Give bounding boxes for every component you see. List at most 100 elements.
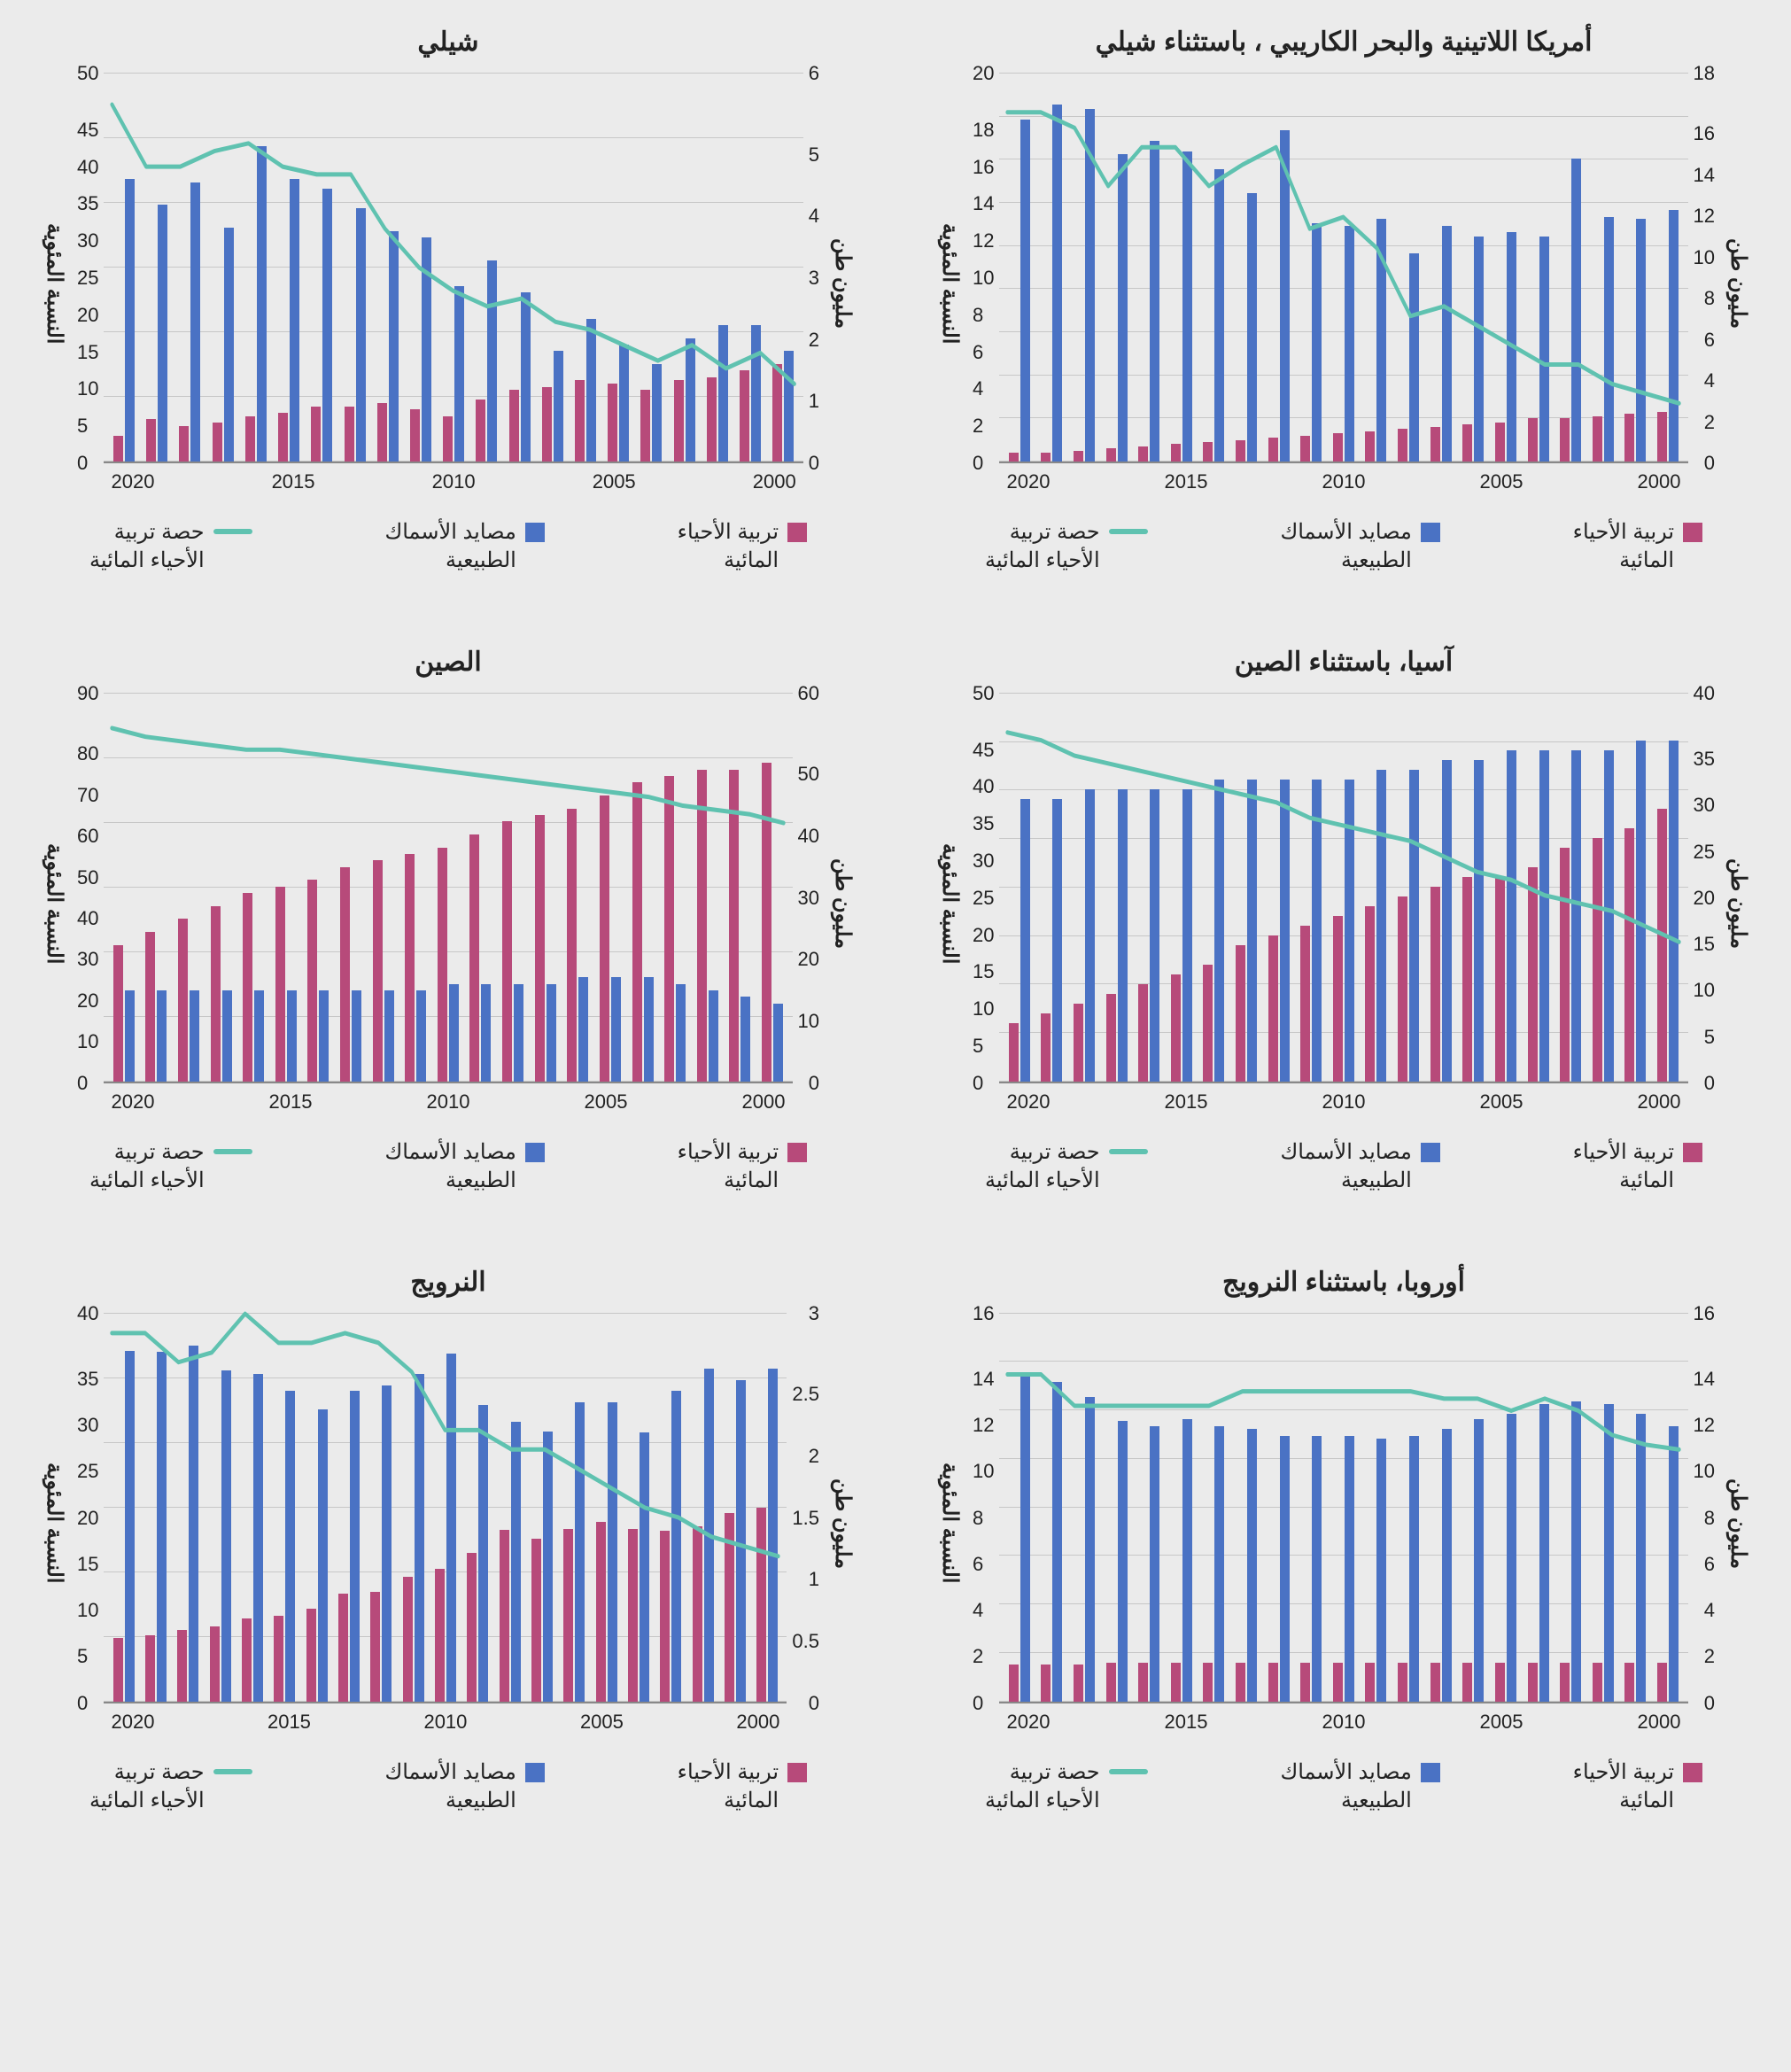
tick-label: 25: [1694, 842, 1715, 862]
legend-label: حصة تربيةالأحياء المائية: [89, 1758, 205, 1816]
tick-label: 1: [792, 1570, 819, 1589]
tick-label: 15: [973, 962, 994, 982]
tick-label: 2020: [1006, 470, 1050, 493]
square-swatch-icon: [1683, 1143, 1702, 1162]
tick-label: 2010: [432, 470, 476, 493]
tick-label: 0.5: [792, 1632, 819, 1651]
tick-label: 50: [798, 764, 819, 784]
tick-label: 1.5: [792, 1509, 819, 1528]
tick-label: 2000: [1638, 470, 1681, 493]
tick-label: 8: [973, 306, 994, 325]
charts-grid: أمريكا اللاتينية والبحر الكاريبي ، باستث…: [35, 27, 1756, 1815]
tick-label: 14: [1694, 166, 1715, 185]
tick-label: 25: [77, 268, 98, 288]
plot-area: [999, 74, 1687, 463]
tick-label: 10: [1694, 981, 1715, 1000]
tick-label: 2010: [1322, 470, 1366, 493]
tick-label: 2005: [1480, 1090, 1524, 1114]
legend-label: مصايد الأسماكالطبيعية: [1280, 1138, 1411, 1196]
tick-label: 12: [1694, 206, 1715, 226]
tick-label: 10: [973, 268, 994, 288]
x-ticks: 20202015201020052000: [999, 463, 1687, 493]
tick-label: 2000: [1638, 1090, 1681, 1114]
chart-title: النرويج: [36, 1267, 860, 1298]
tick-label: 6: [1694, 330, 1715, 350]
tick-label: 2010: [1322, 1711, 1366, 1734]
chart-panel-china: الصينالنسبة المئوية908070605040302010020…: [36, 647, 860, 1196]
tick-label: 60: [798, 684, 819, 703]
tick-label: 35: [77, 1370, 98, 1389]
plot-area: [104, 1314, 787, 1703]
tick-label: 20: [973, 64, 994, 83]
chart-row: النسبة المئوية20181614121086420202020152…: [932, 74, 1756, 493]
legend-label: تربية الأحياءالمائية: [678, 1758, 779, 1816]
tick-label: 0: [809, 454, 819, 473]
tick-label: 4: [809, 206, 819, 226]
chart-panel-lac-ex-chile: أمريكا اللاتينية والبحر الكاريبي ، باستث…: [932, 27, 1756, 576]
tick-label: 12: [1694, 1416, 1715, 1435]
tick-label: 6: [809, 64, 819, 83]
tick-label: 0: [1694, 1074, 1715, 1093]
legend-label: تربية الأحياءالمائية: [1573, 518, 1674, 576]
tick-label: 40: [798, 826, 819, 846]
legend-item-capture: مصايد الأسماكالطبيعية: [384, 1138, 544, 1196]
right-y-ticks: 6050403020100: [793, 694, 825, 1083]
legend-item-aquaculture: تربية الأحياءالمائية: [678, 1138, 807, 1196]
tick-label: 10: [973, 999, 994, 1019]
chart-row: النسبة المئوية50454035302520151050202020…: [36, 74, 860, 493]
tick-label: 20: [77, 306, 98, 325]
tick-label: 10: [77, 1601, 98, 1620]
square-swatch-icon: [1421, 523, 1440, 542]
tick-label: 12: [973, 1416, 994, 1435]
tick-label: 2000: [742, 1090, 786, 1114]
legend-label: حصة تربيةالأحياء المائية: [985, 1138, 1100, 1196]
right-y-ticks: 6543210: [803, 74, 825, 463]
right-y-axis-label: مليون طن: [825, 694, 860, 1114]
plot-area: [104, 74, 802, 463]
tick-label: 4: [1694, 1601, 1715, 1620]
line-swatch-icon: [1109, 1769, 1148, 1774]
tick-label: 14: [973, 194, 994, 213]
tick-label: 2020: [1006, 1090, 1050, 1114]
square-swatch-icon: [1421, 1143, 1440, 1162]
chart-title: آسيا، باستثناء الصين: [932, 647, 1756, 678]
legend-label: تربية الأحياءالمائية: [678, 1138, 779, 1196]
legend: تربية الأحياءالمائية مصايد الأسماكالطبيعي…: [36, 1138, 860, 1196]
left-y-axis-label: النسبة المئوية: [36, 74, 72, 493]
share-line: [999, 74, 1687, 462]
legend-item-capture: مصايد الأسماكالطبيعية: [1280, 518, 1439, 576]
tick-label: 30: [77, 231, 98, 251]
legend-item-aquaculture: تربية الأحياءالمائية: [1573, 1758, 1702, 1816]
legend-item-share: حصة تربيةالأحياء المائية: [89, 518, 252, 576]
left-y-axis-label: النسبة المئوية: [932, 694, 967, 1114]
legend-label: مصايد الأسماكالطبيعية: [384, 1758, 516, 1816]
tick-label: 6: [1694, 1555, 1715, 1574]
tick-label: 16: [973, 158, 994, 177]
tick-label: 0: [798, 1074, 819, 1093]
tick-label: 2010: [427, 1090, 470, 1114]
tick-label: 10: [77, 379, 98, 399]
square-swatch-icon: [1683, 1763, 1702, 1782]
square-swatch-icon: [1421, 1763, 1440, 1782]
right-y-ticks: 1614121086420: [1688, 1314, 1720, 1703]
tick-label: 6: [973, 343, 994, 362]
tick-label: 40: [77, 1304, 98, 1323]
legend-item-share: حصة تربيةالأحياء المائية: [985, 1758, 1148, 1816]
tick-label: 40: [77, 158, 98, 177]
legend-label: حصة تربيةالأحياء المائية: [89, 1138, 205, 1196]
legend-item-aquaculture: تربية الأحياءالمائية: [1573, 1138, 1702, 1196]
x-ticks: 20202015201020052000: [104, 1703, 787, 1734]
tick-label: 25: [77, 1462, 98, 1481]
share-line: [999, 694, 1687, 1082]
tick-label: 2005: [585, 1090, 628, 1114]
tick-label: 3: [809, 268, 819, 288]
chart-panel-chile: شيليالنسبة المئوية5045403530252015105020…: [36, 27, 860, 576]
square-swatch-icon: [787, 523, 807, 542]
legend-label: حصة تربيةالأحياء المائية: [985, 518, 1100, 576]
tick-label: 30: [798, 889, 819, 908]
tick-label: 0: [973, 454, 994, 473]
tick-label: 80: [77, 744, 98, 764]
legend-item-share: حصة تربيةالأحياء المائية: [89, 1138, 252, 1196]
tick-label: 16: [1694, 124, 1715, 144]
tick-label: 0: [77, 1074, 98, 1093]
